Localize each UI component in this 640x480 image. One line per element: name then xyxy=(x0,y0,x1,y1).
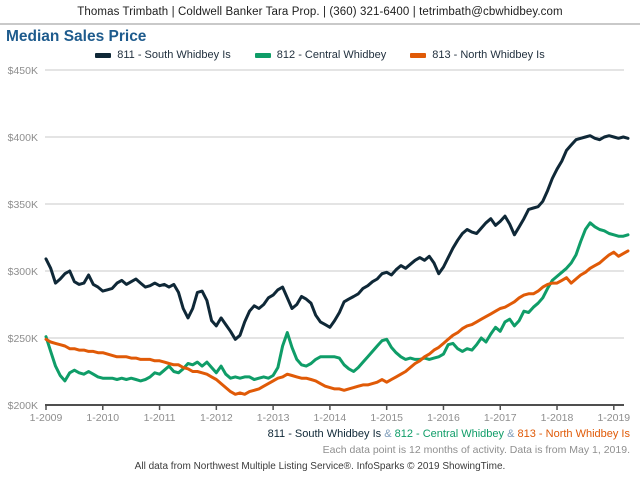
x-axis-label-1-2016: 1-2016 xyxy=(427,412,460,424)
y-axis-label-400: $400K xyxy=(8,132,38,144)
legend-item-811: 811 - South Whidbey Is xyxy=(95,49,231,61)
x-axis-label-1-2017: 1-2017 xyxy=(484,412,517,424)
x-axis-label-1-2011: 1-2011 xyxy=(144,412,176,424)
contact-header-text: Thomas Trimbath | Coldwell Banker Tara P… xyxy=(77,5,563,18)
legend-label-812: 812 - Central Whidbey xyxy=(276,49,387,61)
legend-swatch-813 xyxy=(410,52,427,58)
x-axis-label-1-2009: 1-2009 xyxy=(30,412,63,424)
contact-header-bar: Thomas Trimbath | Coldwell Banker Tara P… xyxy=(0,0,640,25)
x-axis-label-1-2010: 1-2010 xyxy=(86,412,119,424)
chart-legend: 811 - South Whidbey Is 812 - Central Whid… xyxy=(0,49,640,61)
page-title: Median Sales Price xyxy=(6,28,147,45)
footer-area-names: 811 - South Whidbey Is & 812 - Central W… xyxy=(268,428,630,440)
y-axis-label-300: $300K xyxy=(8,266,38,278)
footer-area-811: 811 - South Whidbey Is xyxy=(267,428,382,440)
x-axis-label-1-2013: 1-2013 xyxy=(257,412,290,424)
y-axis-label-250: $250K xyxy=(8,333,38,345)
series-line-812 xyxy=(44,221,630,383)
y-axis-label-200: $200K xyxy=(8,400,38,412)
footer-area-813: 813 - North Whidbey Is xyxy=(517,428,631,440)
legend-item-813: 813 - North Whidbey Is xyxy=(410,49,545,61)
y-axis-label-350: $350K xyxy=(8,199,38,211)
x-axis-label-1-2019: 1-2019 xyxy=(597,412,630,424)
footer-ampersand: & xyxy=(504,428,518,440)
footer-data-note: Each data point is 12 months of activity… xyxy=(322,444,630,456)
x-axis-label-1-2018: 1-2018 xyxy=(541,412,574,424)
series-line-813 xyxy=(44,249,630,396)
x-axis-label-1-2012: 1-2012 xyxy=(200,412,233,424)
legend-item-812: 812 - Central Whidbey xyxy=(254,49,387,61)
legend-label-813: 813 - North Whidbey Is xyxy=(432,49,545,61)
legend-label-811: 811 - South Whidbey Is xyxy=(117,49,231,61)
legend-swatch-812 xyxy=(254,52,271,58)
footer-ampersand: & xyxy=(381,428,395,440)
footer-credit-line: All data from Northwest Multiple Listing… xyxy=(134,461,506,472)
legend-swatch-811 xyxy=(95,52,112,58)
series-line-811 xyxy=(44,134,630,341)
footer-area-812: 812 - Central Whidbey xyxy=(394,428,505,440)
x-axis-label-1-2014: 1-2014 xyxy=(314,412,347,424)
x-axis-label-1-2015: 1-2015 xyxy=(370,412,403,424)
y-axis-label-450: $450K xyxy=(8,65,38,77)
